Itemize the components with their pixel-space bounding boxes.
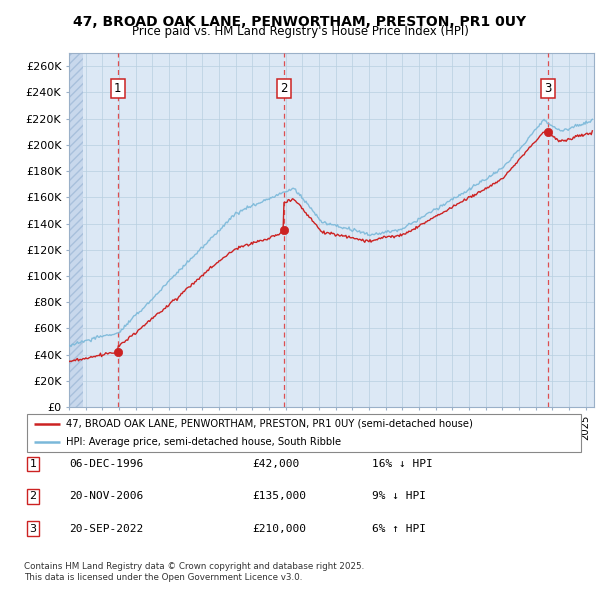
Bar [69, 53, 83, 407]
Text: Price paid vs. HM Land Registry's House Price Index (HPI): Price paid vs. HM Land Registry's House … [131, 25, 469, 38]
Text: 1: 1 [29, 459, 37, 469]
Text: £135,000: £135,000 [252, 491, 306, 502]
Text: 47, BROAD OAK LANE, PENWORTHAM, PRESTON, PR1 0UY: 47, BROAD OAK LANE, PENWORTHAM, PRESTON,… [73, 15, 527, 29]
Text: 9% ↓ HPI: 9% ↓ HPI [372, 491, 426, 502]
Text: 2: 2 [29, 491, 37, 502]
FancyBboxPatch shape [27, 414, 581, 452]
Text: Contains HM Land Registry data © Crown copyright and database right 2025.
This d: Contains HM Land Registry data © Crown c… [24, 562, 364, 582]
Text: 6% ↑ HPI: 6% ↑ HPI [372, 524, 426, 534]
Text: £42,000: £42,000 [252, 459, 299, 469]
Text: £210,000: £210,000 [252, 524, 306, 534]
Text: 20-NOV-2006: 20-NOV-2006 [69, 491, 143, 502]
Text: 16% ↓ HPI: 16% ↓ HPI [372, 459, 433, 469]
Text: 3: 3 [29, 524, 37, 534]
Text: 20-SEP-2022: 20-SEP-2022 [69, 524, 143, 534]
Text: HPI: Average price, semi-detached house, South Ribble: HPI: Average price, semi-detached house,… [66, 437, 341, 447]
Text: 47, BROAD OAK LANE, PENWORTHAM, PRESTON, PR1 0UY (semi-detached house): 47, BROAD OAK LANE, PENWORTHAM, PRESTON,… [66, 419, 473, 429]
Text: 06-DEC-1996: 06-DEC-1996 [69, 459, 143, 469]
Text: 3: 3 [544, 82, 551, 95]
Text: 2: 2 [280, 82, 287, 95]
Text: 1: 1 [114, 82, 121, 95]
